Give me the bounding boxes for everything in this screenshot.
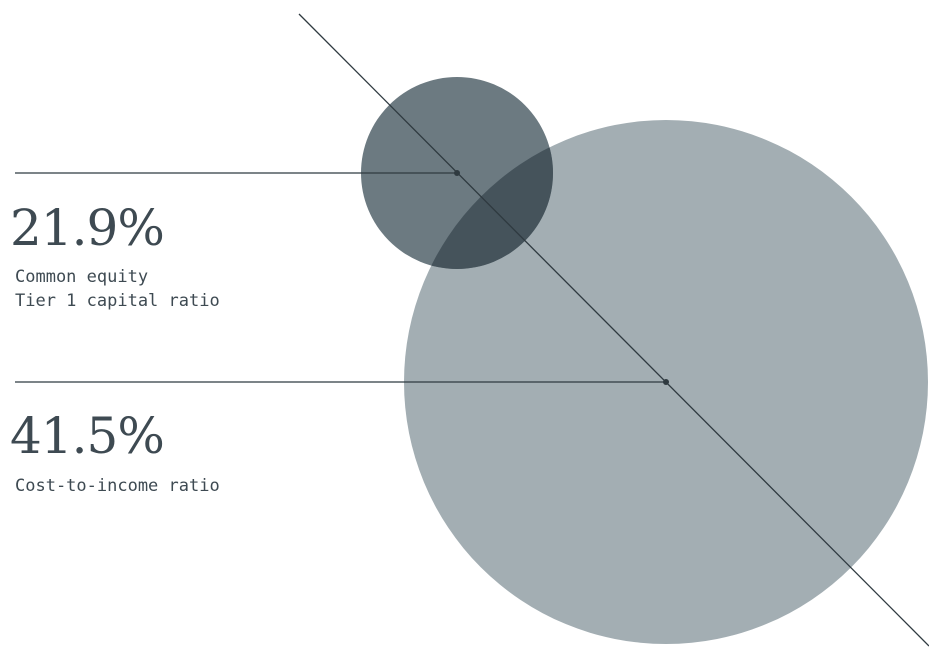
metric-label-cost-to-income: Cost-to-income ratio (15, 476, 220, 496)
metric-value-cost-to-income: 41.5% (10, 407, 165, 465)
metric-value-cet1: 21.9% (10, 199, 165, 257)
center-dot-cet1 (454, 170, 460, 176)
diagonal-axis-line (298, 13, 929, 647)
metric-label-cet1: Common equity Tier 1 capital ratio (15, 267, 220, 311)
center-dot-cost-to-income (663, 379, 669, 385)
